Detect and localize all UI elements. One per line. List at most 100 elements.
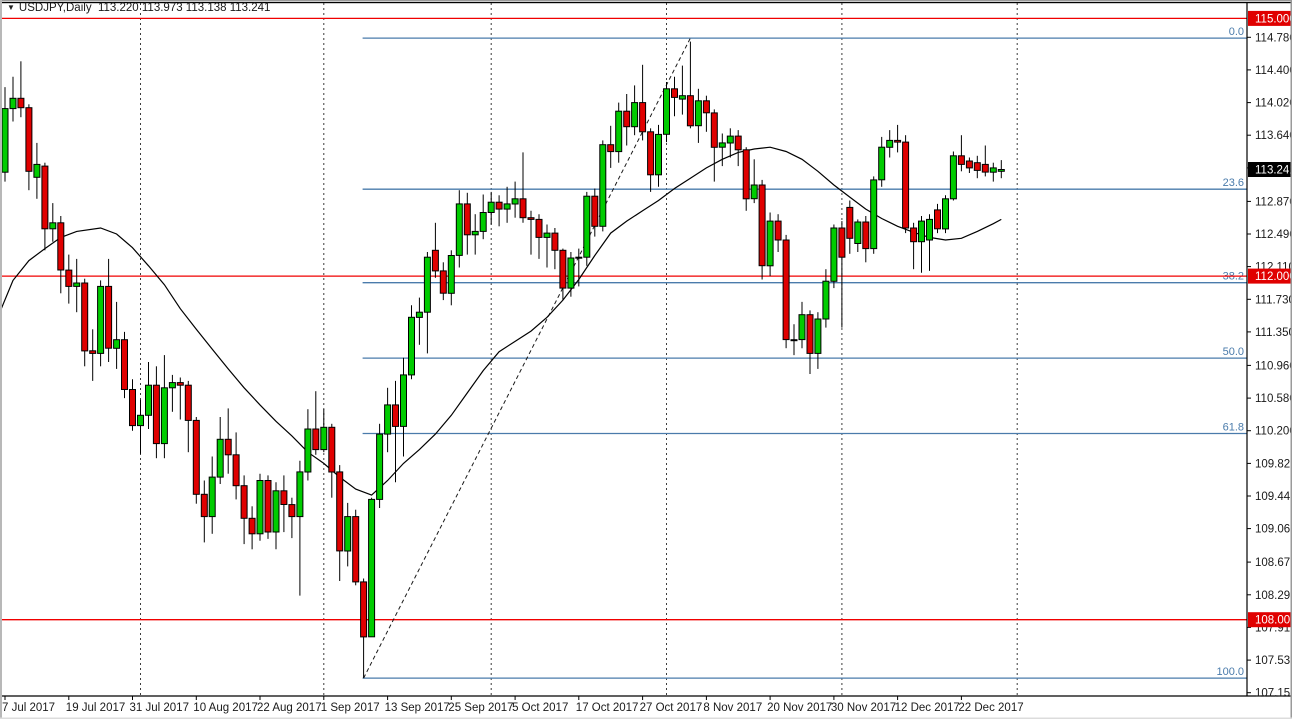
candle (910, 227, 918, 243)
candle (750, 184, 758, 200)
svg-text:111.350: 111.350 (1255, 327, 1292, 339)
svg-text:12 Dec 2017: 12 Dec 2017 (895, 702, 960, 714)
candle (455, 203, 463, 256)
candle (33, 163, 41, 178)
svg-text:23.6: 23.6 (1223, 177, 1244, 189)
candle (830, 227, 838, 282)
chart-title: ▼ USDJPY,Daily 113.220 113.973 113.138 11… (7, 2, 270, 14)
candle (200, 493, 208, 518)
candle (168, 382, 176, 389)
candle (400, 374, 407, 427)
svg-text:112.870: 112.870 (1255, 196, 1292, 208)
candle (973, 162, 981, 171)
candle (280, 490, 288, 505)
price-axis[interactable]: 114.780114.400114.020113.640113.260112.8… (1247, 32, 1292, 700)
candle (320, 426, 328, 451)
svg-text:61.8: 61.8 (1223, 422, 1244, 434)
collapse-arrow-icon[interactable]: ▼ (7, 3, 15, 12)
candle (702, 100, 710, 114)
candle (344, 516, 352, 552)
candle (575, 256, 583, 259)
candle (160, 387, 168, 445)
candle (822, 280, 830, 320)
candle (105, 285, 113, 349)
candle (503, 203, 511, 210)
candle (774, 220, 782, 241)
svg-text:50.0: 50.0 (1223, 346, 1244, 358)
candle (926, 218, 933, 241)
axes-frame (0, 3, 1292, 697)
svg-text:31 Jul 2017: 31 Jul 2017 (130, 702, 189, 714)
candle (647, 131, 655, 176)
svg-text:107.530: 107.530 (1255, 655, 1292, 667)
candle (415, 311, 423, 318)
svg-text:17 Oct 2017: 17 Oct 2017 (576, 702, 639, 714)
svg-text:115.000: 115.000 (1255, 13, 1292, 25)
trend-line[interactable] (363, 37, 691, 679)
svg-text:5 Oct 2017: 5 Oct 2017 (512, 702, 568, 714)
candle (543, 232, 551, 238)
candle (49, 222, 57, 230)
candle (798, 314, 806, 341)
candle (997, 169, 1005, 172)
candle (989, 167, 997, 173)
candle (878, 146, 886, 181)
svg-text:114.400: 114.400 (1255, 65, 1292, 77)
candle (957, 155, 965, 165)
symbol-period-label: USDJPY,Daily (18, 2, 92, 14)
candle (431, 249, 439, 272)
candle (216, 438, 224, 478)
candle (639, 102, 647, 133)
candle (949, 155, 957, 200)
candle (806, 314, 814, 354)
svg-text:110.960: 110.960 (1255, 360, 1292, 372)
candle (240, 485, 248, 519)
candle (655, 133, 662, 176)
candle (567, 257, 575, 289)
candle (934, 209, 941, 230)
candle (463, 203, 471, 236)
candle (511, 198, 519, 205)
candle (471, 230, 479, 236)
svg-text:114.020: 114.020 (1255, 98, 1292, 110)
candle (368, 498, 376, 638)
candle (918, 220, 925, 243)
candle (25, 107, 33, 172)
candle (439, 270, 447, 294)
candle (870, 179, 878, 250)
candle (782, 239, 790, 341)
svg-text:22 Dec 2017: 22 Dec 2017 (958, 702, 1023, 714)
svg-text:108.000: 108.000 (1255, 615, 1292, 627)
candle (814, 318, 822, 354)
candle (479, 212, 487, 232)
candle (312, 428, 320, 451)
svg-text:30 Nov 2017: 30 Nov 2017 (831, 702, 896, 714)
time-axis[interactable]: 7 Jul 2017 19 Jul 2017 31 Jul 2017 10 Aug 2… (2, 696, 1024, 714)
svg-text:20 Nov 2017: 20 Nov 2017 (767, 702, 832, 714)
candle (965, 160, 973, 169)
candle (694, 100, 702, 127)
candle (854, 221, 862, 244)
candle (591, 195, 599, 227)
svg-text:111.730: 111.730 (1255, 294, 1292, 306)
candle (726, 135, 734, 144)
svg-text:25 Sep 2017: 25 Sep 2017 (448, 702, 513, 714)
candle (296, 471, 304, 518)
candle (631, 102, 639, 128)
candle (902, 141, 910, 229)
svg-text:7 Jul 2017: 7 Jul 2017 (2, 702, 55, 714)
svg-text:10 Aug 2017: 10 Aug 2017 (193, 702, 258, 714)
horizontal-price-lines[interactable] (2, 17, 1247, 621)
candle (846, 206, 854, 239)
candle (152, 384, 160, 445)
candle (1, 108, 9, 173)
svg-text:110.580: 110.580 (1255, 393, 1292, 405)
candle (671, 88, 678, 98)
svg-text:0.0: 0.0 (1229, 26, 1244, 38)
candle (129, 389, 136, 427)
svg-text:1 Sep 2017: 1 Sep 2017 (321, 702, 380, 714)
candle (423, 256, 431, 313)
